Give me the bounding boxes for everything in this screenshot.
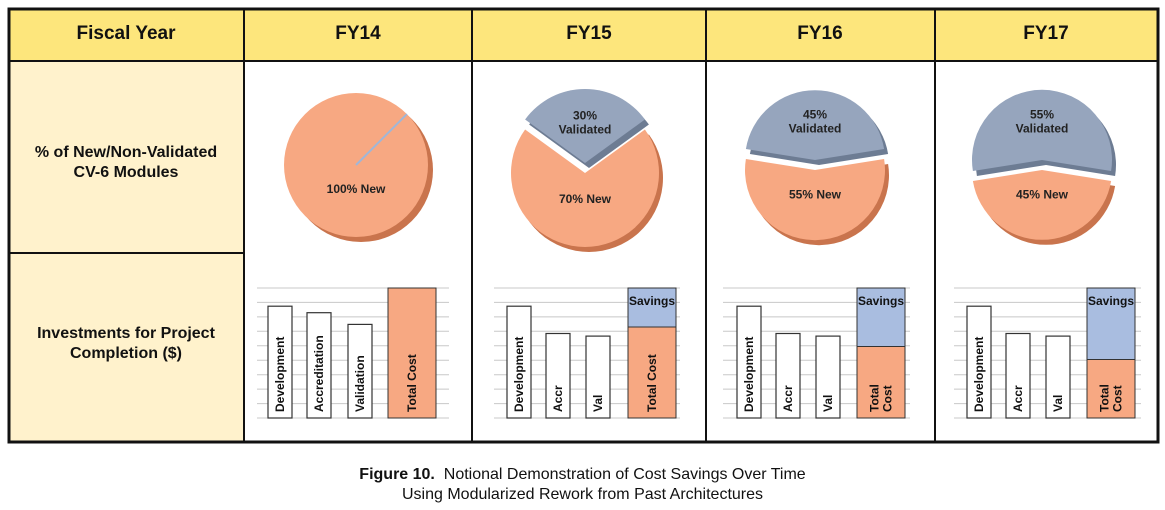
fy-header-fy17: FY17 [1023,23,1068,44]
pie-label-validated: 55% Validated [1016,108,1069,136]
pie-slice-new [511,129,659,247]
bar-total-cost [1086,359,1136,419]
figure-label: Figure 10. [359,466,435,483]
bar-label: Total Cost [645,354,659,412]
bar-development [736,305,762,419]
label-column-bg [9,61,244,442]
chart-fy17: 55% Validated 45% New Development Accr Val Sav… [954,89,1141,419]
bar-label: Val [591,395,605,412]
fy-header-fy14: FY14 [335,23,381,44]
pie-label-new: 100% New [327,182,386,196]
bar-accr [1005,332,1031,419]
bar-label: Total Cost [405,354,419,412]
charts-layer: 100% New Development Accreditation Validati… [257,88,1141,419]
pie-slice-new [745,159,885,241]
fy-header-fy16: FY16 [797,23,842,44]
bar-val [815,335,841,419]
bar-savings-label: Savings [629,294,675,308]
row-label-investments-line1: Investments for Project [37,325,216,342]
bar-accreditation [306,312,332,419]
bar-label: Accr [1011,385,1025,412]
chart-fy14: 100% New Development Accreditation Validati… [257,93,449,419]
bar-total-cost [387,287,437,419]
bar-label: Development [972,337,986,412]
chart-fy16: 45% Validated 55% New Development Accr Val Sav… [723,90,910,419]
bar-label: Validation [353,355,367,412]
bar-total-cost [856,346,906,419]
pie-label-validated: 45% Validated [789,108,842,136]
bar-development [267,305,293,419]
figure-caption-line-2: Using Modularized Rework from Past Archi… [401,486,764,503]
pie-slice-validated [972,89,1112,171]
pie-slice-new [972,170,1112,240]
pie-label-new: 70% New [559,192,612,206]
bar-development [966,305,992,419]
caption-line-1: Notional Demonstration of Cost Savings O… [443,466,806,483]
row-label-new-modules-line1: % of New/Non-Validated [35,144,217,161]
bar-savings-label: Savings [1088,294,1134,308]
label-header-cell [9,9,244,61]
bar-val [1045,335,1071,419]
figure-caption: Figure 10. Notional Demonstration of Cos… [0,466,1165,484]
bar-savings [627,287,677,328]
pie-slice-validated [745,90,885,160]
bar-savings [1086,287,1136,360]
bar-label: Val [821,395,835,412]
pie-label-new: 45% New [1016,188,1069,202]
bar-label: Development [512,337,526,412]
bar-label: Accreditation [312,335,326,412]
bar-savings [856,287,906,347]
pie-seam [355,113,408,166]
row-label-new-modules-line2: CV-6 Modules [74,164,179,181]
bar-label: Development [742,337,756,412]
bar-label: Accr [551,385,565,412]
pie-label-validated: 30% Validated [559,108,612,136]
pie-slice-validated [525,88,645,163]
bar-development [506,305,532,419]
fiscal-year-header: Fiscal Year [77,23,177,44]
bar-savings-label: Savings [858,294,904,308]
chart-fy15: 30% Validated 70% New Development Accr Val Sav… [494,88,680,419]
bar-label: TotalCost [868,384,895,412]
bar-label: Development [273,337,287,412]
bar-accr [775,332,801,419]
bar-label: Val [1051,395,1065,412]
pie-label-new: 55% New [789,188,842,202]
fy-header-fy15: FY15 [566,23,612,44]
bar-total-cost [627,326,677,419]
bar-accr [545,332,571,419]
row-label-investments-line2: Completion ($) [70,345,182,362]
bar-validation [347,323,373,419]
bar-val [585,335,611,419]
table-grid [7,7,1160,444]
bar-label: Accr [781,385,795,412]
bar-label: TotalCost [1098,384,1125,412]
